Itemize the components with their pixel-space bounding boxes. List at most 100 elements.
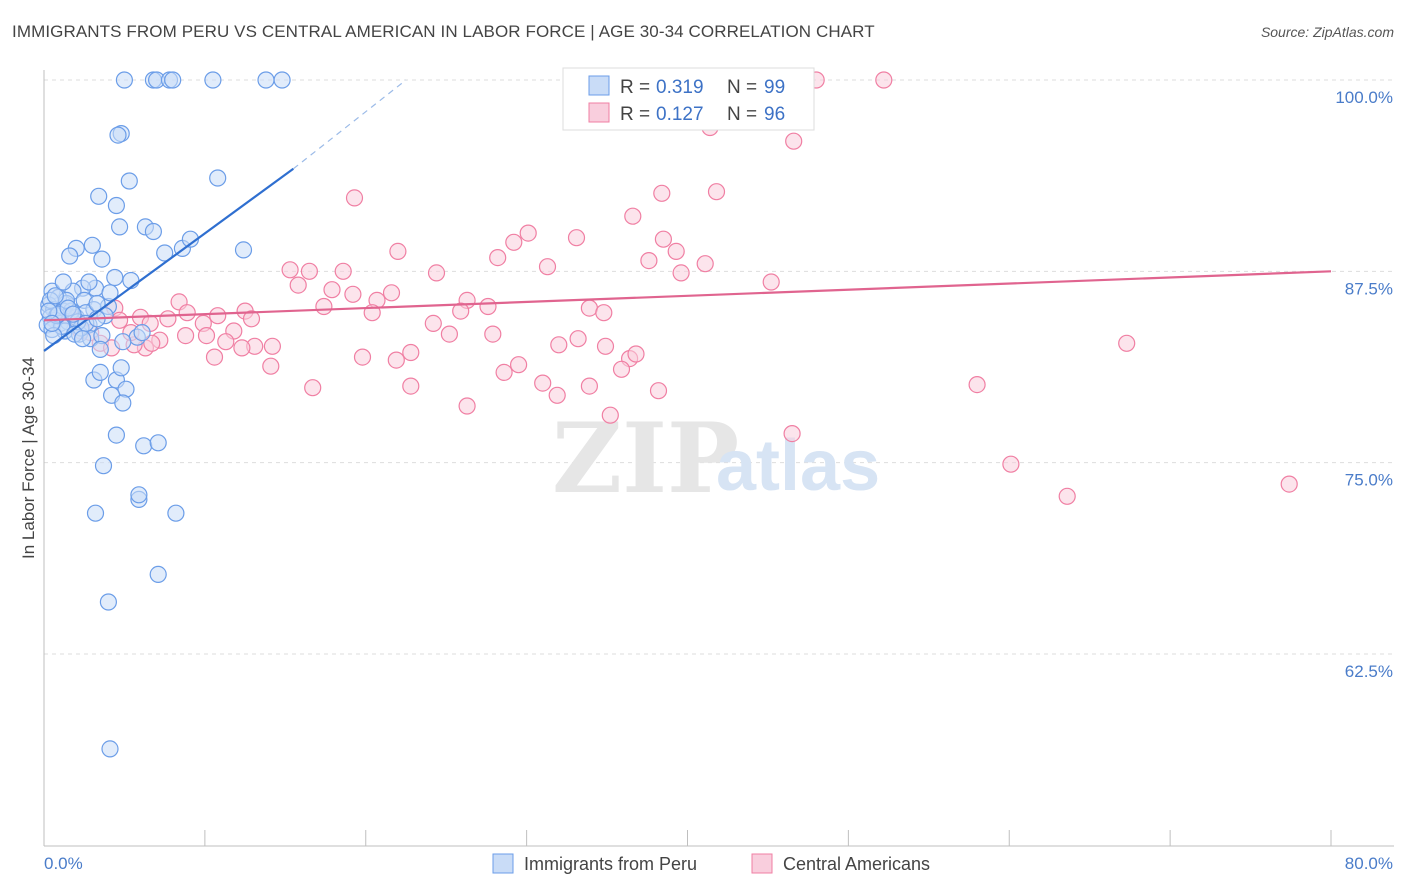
peru-point-4 [164, 71, 182, 89]
central-point-66 [402, 343, 420, 362]
central-point-38 [178, 304, 196, 322]
peru-point-91 [54, 273, 72, 291]
central-point-76 [569, 330, 587, 348]
central-point-30 [452, 302, 470, 320]
central-point-78 [596, 337, 615, 355]
central-point-27 [382, 284, 401, 302]
central-point-46 [217, 333, 235, 351]
central-point-83 [304, 379, 322, 397]
central-point-3 [875, 71, 893, 89]
legend-r-value-central: 0.127 [656, 104, 704, 125]
central-point-54 [143, 334, 161, 352]
central-point-11 [489, 249, 507, 267]
trend-lines [43, 79, 1332, 352]
peru-point-81 [101, 740, 119, 758]
central-point-86 [783, 425, 801, 443]
peru-point-78 [167, 504, 185, 522]
peru-point-89 [73, 330, 92, 348]
y-tick-label-1: 87.5% [1345, 279, 1393, 298]
peru-point-53 [114, 333, 132, 351]
central-point-14 [567, 229, 586, 247]
peru-point-67 [112, 359, 130, 377]
central-point-90 [1118, 334, 1136, 352]
peru-point-72 [135, 437, 153, 455]
central-point-35 [696, 255, 714, 273]
x-tick-label-min: 0.0% [44, 854, 83, 873]
peru-point-23 [234, 241, 253, 259]
central-point-49 [262, 357, 280, 375]
peru-point-24 [93, 250, 111, 268]
central-point-81 [627, 345, 645, 363]
central-point-63 [205, 348, 224, 366]
bottom-legend-label-peru: Immigrants from Peru [524, 854, 697, 874]
central-point-45 [197, 327, 216, 345]
central-point-84 [402, 377, 420, 395]
peru-point-19 [61, 247, 79, 265]
central-point-92 [177, 327, 195, 345]
legend-box: R = 0.319 N = 99 R = 0.127 N = 96 [562, 67, 815, 131]
peru-point-52 [133, 324, 151, 342]
central-point-19 [427, 264, 446, 282]
peru-point-11 [90, 187, 108, 205]
central-point-88 [1002, 455, 1020, 473]
peru-point-17 [83, 236, 101, 254]
y-tick-label-2: 75.0% [1345, 471, 1393, 490]
central-point-17 [654, 230, 673, 248]
peru-point-12 [107, 196, 126, 215]
central-point-28 [315, 297, 333, 316]
peru-point-79 [149, 565, 167, 584]
bottom-legend: Immigrants from Peru Central Americans [492, 853, 930, 874]
legend-r-label-peru: R = [620, 77, 650, 98]
central-point-31 [479, 297, 497, 316]
peru-point-92 [101, 284, 119, 302]
central-point-10 [389, 242, 407, 260]
central-point-72 [509, 356, 528, 374]
central-point-12 [505, 233, 523, 251]
central-point-20 [281, 261, 299, 279]
central-point-33 [595, 304, 613, 322]
central-point-89 [1058, 487, 1076, 505]
peru-point-10 [120, 172, 138, 190]
peru-point-13 [209, 169, 227, 187]
central-point-64 [353, 348, 372, 366]
axes [43, 70, 1394, 847]
peru-point-6 [257, 71, 275, 89]
chart-title: IMMIGRANTS FROM PERU VS CENTRAL AMERICAN… [12, 22, 875, 41]
central-point-32 [580, 299, 599, 317]
legend-n-label-central: N = [727, 104, 757, 125]
legend-swatch-central [588, 102, 610, 123]
central-point-6 [653, 184, 671, 202]
central-point-73 [534, 374, 552, 392]
central-point-91 [1280, 475, 1298, 493]
central-point-85 [649, 382, 668, 400]
central-point-16 [667, 242, 685, 260]
peru-trend-line [43, 167, 295, 352]
bottom-legend-swatch-central [751, 853, 773, 874]
x-tick-label-max: 80.0% [1345, 854, 1393, 873]
peru-point-65 [91, 363, 109, 381]
gridlines [44, 79, 1394, 655]
central-point-36 [762, 273, 780, 291]
legend-n-label-peru: N = [727, 77, 757, 98]
central-point-7 [707, 183, 726, 201]
peru-point-7 [273, 71, 291, 89]
central-point-21 [300, 262, 318, 280]
bottom-legend-label-central: Central Americans [783, 854, 930, 874]
central-point-69 [458, 397, 476, 415]
central-point-41 [242, 310, 261, 328]
legend-n-value-central: 96 [764, 104, 785, 125]
y-tick-label-0: 100.0% [1335, 88, 1393, 107]
peru-point-80 [99, 593, 118, 611]
peru-point-74 [94, 457, 113, 475]
peru-point-14 [110, 218, 129, 236]
central-point-67 [424, 314, 442, 332]
central-point-24 [323, 281, 341, 299]
peru-point-77 [86, 504, 105, 522]
central-point-13 [519, 224, 537, 242]
watermark: ZIP atlas [552, 402, 880, 515]
central-point-15 [640, 252, 658, 270]
central-point-77 [580, 377, 599, 395]
peru-point-71 [107, 426, 126, 444]
central-point-34 [672, 264, 690, 282]
